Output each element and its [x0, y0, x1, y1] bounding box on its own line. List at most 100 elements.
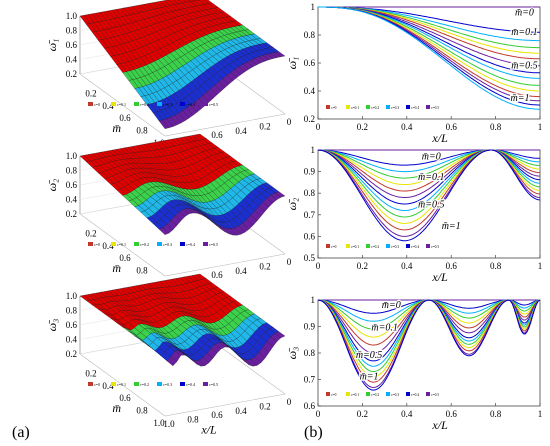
legend-swatch — [88, 242, 93, 246]
y-tick-label: 0.4 — [304, 86, 316, 96]
legend-label: c=0.2 — [371, 245, 379, 249]
x-tick-label: 0.6 — [211, 410, 223, 420]
legend-swatch — [426, 105, 430, 109]
legend-label: c=0.5 — [209, 382, 218, 387]
legend-swatch — [406, 105, 410, 109]
x-axis-label: x/L — [431, 270, 448, 284]
x-tick-label: 1 — [538, 261, 543, 271]
curve-annotation: m̄=1 — [360, 372, 379, 383]
m-tick-label: 0.6 — [119, 393, 131, 403]
z-tick-label: 0.6 — [66, 320, 78, 330]
z-tick-label: 1.0 — [66, 151, 78, 161]
legend-swatch — [180, 382, 185, 386]
legend-label: c=0.4 — [411, 245, 419, 249]
x-tick-label: 0.8 — [490, 409, 502, 419]
legend-label: c=0.2 — [140, 242, 149, 247]
x-tick-label: 0.4 — [235, 266, 247, 276]
legend-label: c=0.4 — [186, 102, 195, 107]
legend-swatch — [366, 392, 370, 396]
z-tick-label: 0.6 — [66, 40, 78, 50]
x-tick-label: 0.6 — [211, 270, 223, 280]
legend-swatch — [111, 242, 116, 246]
legend-label: c=0.1 — [117, 102, 126, 107]
y-axis-label: ω̄₁ — [285, 57, 299, 70]
m-tick-label: 0.8 — [136, 406, 148, 416]
legend-label: c=0.3 — [163, 382, 172, 387]
m-tick-label: 0.6 — [119, 113, 131, 123]
legend-label: c=0.3 — [163, 242, 172, 247]
legend-label: c=0.4 — [411, 106, 419, 110]
legend-swatch — [157, 382, 162, 386]
legend-swatch — [406, 244, 410, 248]
m-tick-label: 0.6 — [119, 253, 131, 263]
m-tick-label: 0.2 — [85, 368, 96, 378]
legend-swatch — [366, 105, 370, 109]
x-tick-label: 0.6 — [446, 261, 458, 271]
legend-label: c=0.5 — [431, 106, 439, 110]
x-tick-label: 1.0 — [163, 419, 175, 429]
y-tick-label: 0.6 — [304, 58, 316, 68]
legend-label: c=0.3 — [163, 102, 172, 107]
y-tick-label: 0.9 — [304, 322, 316, 332]
surface-cell — [202, 0, 213, 4]
y-tick-label: 0.8 — [304, 348, 316, 358]
y-tick-label: 1 — [311, 2, 316, 12]
legend-swatch — [111, 102, 116, 106]
m-tick-label: 0.2 — [85, 228, 96, 238]
legend-swatch — [134, 102, 139, 106]
legend-label: c=0.2 — [371, 393, 379, 397]
legend-swatch — [426, 244, 430, 248]
legend-swatch — [203, 102, 208, 106]
legend-swatch — [326, 105, 330, 109]
curve-annotation: m̄=0 — [515, 7, 534, 18]
legend-swatch — [157, 102, 162, 106]
curve-annotation: m̄=0.1 — [418, 172, 444, 183]
surface-cell — [195, 133, 207, 140]
legend-label: c=0.1 — [351, 106, 359, 110]
m-tick-label: 0.8 — [136, 126, 148, 136]
series-line — [317, 149, 541, 242]
legend-swatch — [88, 102, 93, 106]
y-tick-label: 0.6 — [304, 231, 316, 241]
line-chart-b2: 0 0.2 0.4 0.6 0.8 1 0.5 0.6 0.7 0.8 0.9 1 x/L ω̄₂ m̄=0… — [285, 145, 542, 284]
m-axis-label: m̄ — [112, 121, 121, 135]
x-tick-label: 0.6 — [211, 130, 223, 140]
legend-label: c=0 — [94, 102, 100, 107]
x-tick-label: 0 — [316, 261, 321, 271]
legend-swatch — [157, 242, 162, 246]
x-tick-label: 0 — [287, 397, 292, 407]
x-tick-label: 0.8 — [490, 122, 502, 132]
x-tick-label: 0.4 — [401, 261, 413, 271]
z-tick-label: 0.2 — [66, 209, 77, 219]
line-chart-b3: 0 0.2 0.4 0.6 0.8 1 0.6 0.7 0.8 0.9 1 x/L ω̄₃ m̄=0 m̄=… — [285, 295, 542, 432]
legend-label: c=0.2 — [140, 102, 149, 107]
x-tick-label: 0 — [287, 257, 292, 267]
x-tick-label: 0.4 — [401, 122, 413, 132]
curve-annotation: m̄=0.1 — [371, 322, 397, 333]
m-tick-label: 0.4 — [102, 101, 114, 111]
x-tick-label: 0.2 — [259, 261, 270, 271]
z-tick-label: 0.4 — [66, 335, 78, 345]
y-tick-label: 1 — [311, 145, 316, 155]
curve-annotation: m̄=0 — [422, 152, 441, 163]
z-axis-label: ω̄₁ — [45, 39, 59, 52]
m-tick-label: 0.2 — [85, 88, 96, 98]
legend-swatch — [346, 244, 350, 248]
y-tick-label: 0.2 — [304, 114, 315, 124]
legend-swatch — [386, 392, 390, 396]
legend-swatch — [134, 242, 139, 246]
z-tick-label: 0.2 — [66, 349, 77, 359]
curve-annotation: m̄=0.5 — [418, 200, 444, 211]
x-tick-label: 0.2 — [357, 261, 368, 271]
y-tick-label: 0.5 — [304, 253, 316, 263]
legend-label: c=0.1 — [351, 245, 359, 249]
legend-swatch — [88, 382, 93, 386]
legend-label: c=0 — [331, 393, 337, 397]
z-tick-label: 0.4 — [66, 195, 78, 205]
legend-label: c=0.5 — [209, 242, 218, 247]
legend-swatch — [326, 244, 330, 248]
curve-annotation: m̄=0.5 — [356, 350, 382, 361]
legend-swatch — [134, 382, 139, 386]
surface-chart-a3: 0.2 0.4 0.6 0.8 1.0 ω̄₃ 0.2 0.4 0.6 0.8 1.0 m̄ 1.0 0.… — [45, 273, 292, 436]
